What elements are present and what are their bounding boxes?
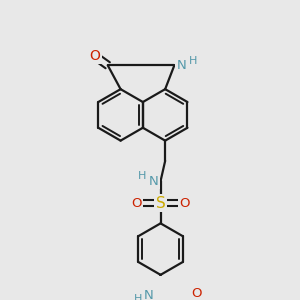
Text: H: H <box>189 56 197 66</box>
Text: H: H <box>138 171 146 181</box>
Text: O: O <box>89 49 100 63</box>
Text: O: O <box>131 196 142 210</box>
Text: N: N <box>148 175 158 188</box>
Text: S: S <box>156 196 165 211</box>
Text: N: N <box>144 289 154 300</box>
Text: O: O <box>179 196 190 210</box>
Text: H: H <box>134 294 143 300</box>
Text: O: O <box>191 287 202 300</box>
Text: N: N <box>177 59 187 72</box>
